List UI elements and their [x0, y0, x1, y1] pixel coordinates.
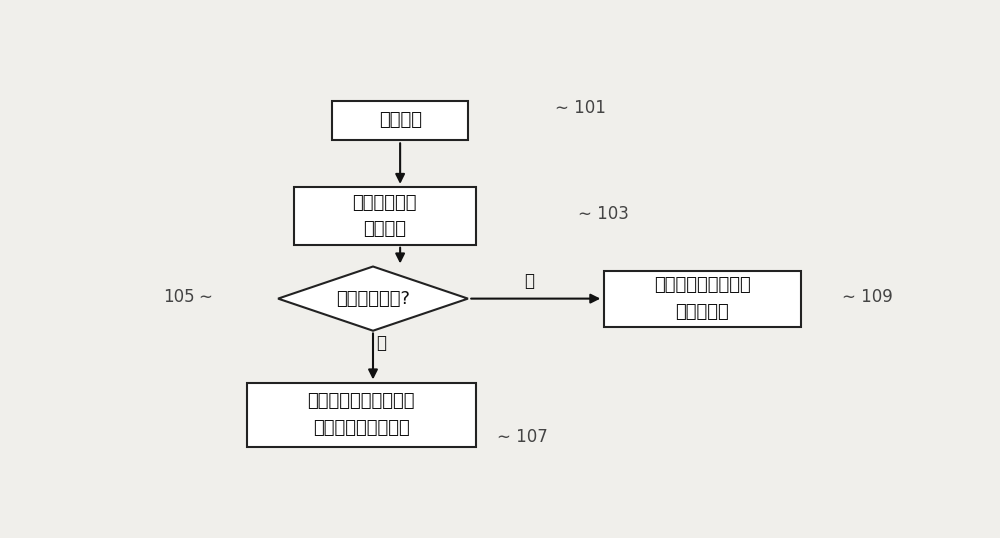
- Text: ∼ 101: ∼ 101: [555, 99, 606, 117]
- Text: 准备数据: 准备数据: [379, 111, 422, 130]
- Text: ∼: ∼: [199, 287, 212, 306]
- Text: 利用已有资料得到合
理预测结果: 利用已有资料得到合 理预测结果: [654, 277, 751, 321]
- Polygon shape: [278, 266, 468, 331]
- FancyBboxPatch shape: [332, 101, 468, 140]
- FancyBboxPatch shape: [604, 271, 801, 327]
- FancyBboxPatch shape: [294, 187, 476, 245]
- Text: 利用参数范围和已有资
料得到合理预测结果: 利用参数范围和已有资 料得到合理预测结果: [308, 392, 415, 437]
- Text: 是: 是: [376, 335, 386, 352]
- Text: 具有明显特征?: 具有明显特征?: [336, 289, 410, 308]
- Text: ∼ 107: ∼ 107: [497, 428, 548, 447]
- Text: ∼ 103: ∼ 103: [578, 204, 629, 223]
- Text: 否: 否: [525, 272, 535, 291]
- Text: 105: 105: [163, 287, 195, 306]
- FancyBboxPatch shape: [247, 383, 476, 447]
- Text: 交汇分析得到
参数范围: 交汇分析得到 参数范围: [352, 194, 417, 238]
- Text: ∼ 109: ∼ 109: [842, 287, 893, 306]
